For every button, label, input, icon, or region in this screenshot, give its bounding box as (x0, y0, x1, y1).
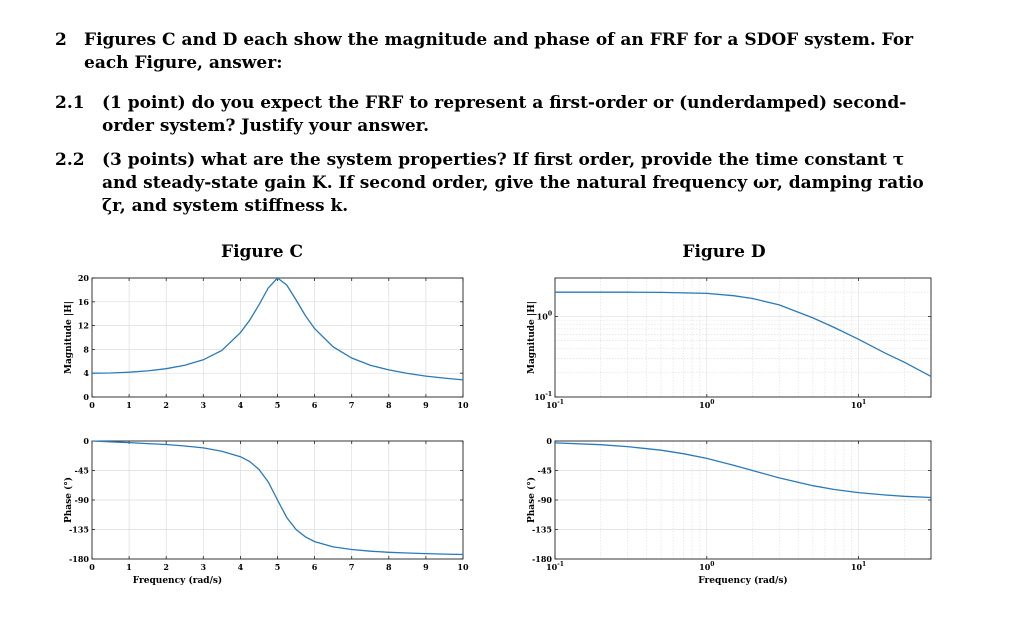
question-number: 2 (55, 30, 67, 50)
y-tick-label: 0 (546, 436, 552, 446)
x-tick-label: 0 (89, 562, 95, 572)
plot-frame (554, 277, 932, 398)
y-tick-label: -90 (538, 495, 553, 505)
question-text-line1: Figures C and D each show the magnitude … (84, 30, 914, 50)
part-2-1: 2.1 (1 point) do you expect the FRF to r… (55, 92, 955, 140)
x-tick-label: 5 (275, 562, 281, 572)
y-axis-label: Magnitude |H| (527, 301, 537, 374)
series-line (91, 277, 464, 381)
y-tick-label: 12 (78, 321, 89, 331)
x-axis-label: Frequency (rad/s) (133, 575, 222, 586)
y-tick-label: 0 (83, 436, 89, 446)
y-tick-label: 0 (83, 392, 89, 402)
series-line (91, 440, 464, 556)
y-tick-label: -45 (75, 466, 89, 476)
x-tick-label: 2 (163, 400, 169, 410)
figure-c-title: Figure C (221, 242, 303, 262)
part-text-line2: order system? Justify your answer. (102, 116, 429, 136)
y-axis-label: Magnitude |H| (64, 301, 74, 374)
y-tick-label: -135 (532, 525, 552, 535)
part-text-line1: (1 point) do you expect the FRF to repre… (102, 93, 907, 113)
x-tick-label: 9 (423, 562, 429, 572)
x-axis-label: Frequency (rad/s) (698, 575, 787, 586)
y-tick-label: 16 (78, 297, 90, 307)
part-number: 2.1 (55, 93, 85, 113)
y-tick-label: 8 (83, 344, 89, 354)
y-tick-label: -45 (538, 466, 552, 476)
x-tick-label: 10 (457, 562, 469, 572)
x-tick-label: 8 (386, 400, 392, 410)
question-2: 2 Figures C and D each show the magnitud… (55, 29, 955, 77)
x-tick-label: 6 (312, 562, 318, 572)
x-tick-label: 3 (201, 562, 207, 572)
x-tick-label: 1 (126, 562, 132, 572)
y-tick-label: -135 (69, 525, 89, 535)
question-text-line2: each Figure, answer: (84, 53, 283, 73)
x-tick-label: 4 (238, 562, 244, 572)
x-tick-label: 101 (851, 561, 866, 572)
x-tick-label: 10-1 (546, 561, 564, 572)
y-tick-label: -180 (532, 554, 552, 564)
y-tick-label: 100 (537, 310, 552, 321)
x-tick-label: 4 (238, 400, 244, 410)
series-line (554, 442, 932, 499)
y-axis-label: Phase (°) (526, 477, 537, 523)
y-tick-label: 20 (78, 273, 90, 283)
x-tick-label: 5 (275, 400, 281, 410)
part-text-line1: (3 points) what are the system propertie… (102, 150, 905, 170)
y-tick-label: 4 (83, 368, 89, 378)
part-text-line2: and steady-state gain K. If second order… (102, 173, 924, 193)
x-tick-label: 10-1 (546, 399, 564, 410)
series-line (555, 291, 932, 377)
x-tick-label: 3 (201, 400, 207, 410)
y-tick-label: 10-1 (534, 391, 552, 402)
x-tick-label: 100 (699, 561, 714, 572)
x-tick-label: 7 (349, 400, 355, 410)
x-tick-label: 10 (457, 400, 469, 410)
part-2-2: 2.2 (3 points) what are the system prope… (55, 149, 955, 219)
x-tick-label: 8 (386, 562, 392, 572)
part-text-line3: ζr, and system stiffness k. (102, 196, 349, 216)
x-tick-label: 2 (163, 562, 169, 572)
y-axis-label: Phase (°) (63, 477, 74, 523)
x-tick-label: 1 (126, 400, 132, 410)
y-tick-label: -180 (69, 554, 89, 564)
x-tick-label: 6 (312, 400, 318, 410)
x-tick-label: 0 (89, 400, 95, 410)
x-tick-label: 100 (699, 399, 714, 410)
y-tick-label: -90 (75, 495, 90, 505)
x-tick-label: 101 (851, 399, 866, 410)
x-tick-label: 7 (349, 562, 355, 572)
x-tick-label: 9 (423, 400, 429, 410)
part-number: 2.2 (55, 150, 85, 170)
figure-d-title: Figure D (682, 242, 766, 262)
